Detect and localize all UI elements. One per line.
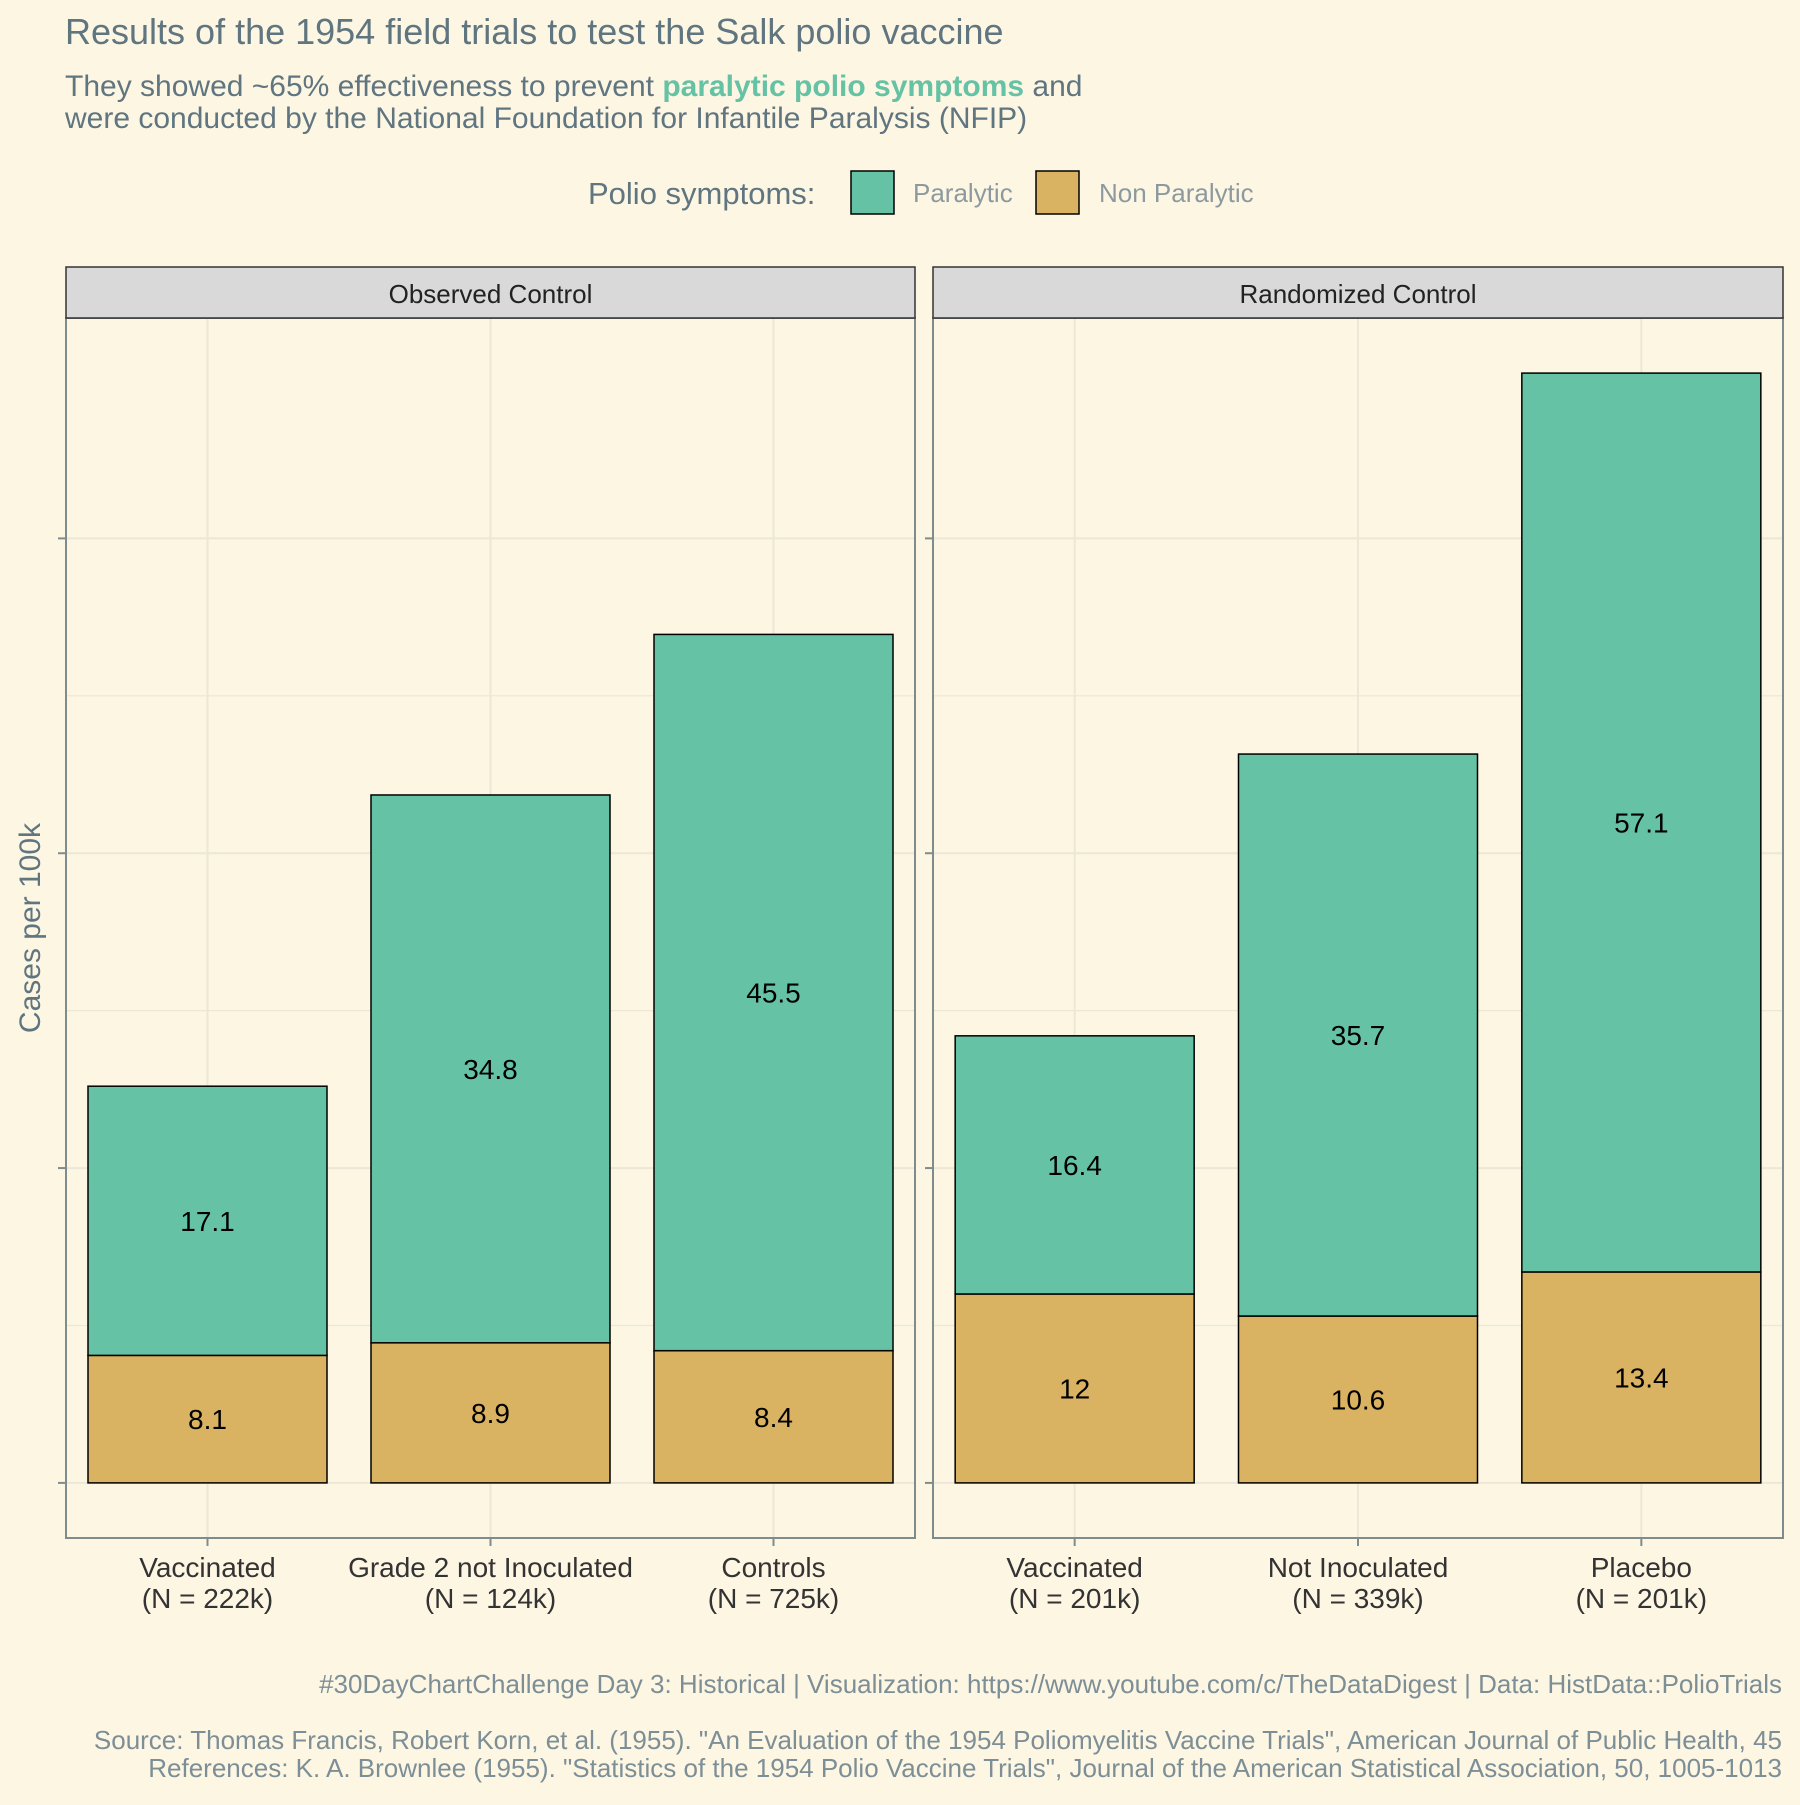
bar-segment <box>87 1085 328 1357</box>
x-tick-label: Not Inoculated <box>1268 1552 1449 1583</box>
facet-strip <box>65 266 916 319</box>
bar-value-label: 17.1 <box>180 1206 235 1237</box>
bar-segment <box>1521 372 1762 1273</box>
legend-label-paralytic: Paralytic <box>913 178 1013 208</box>
bar-value-label: 34.8 <box>463 1054 518 1085</box>
legend-key-non-paralytic <box>1035 170 1080 215</box>
caption-line1: #30DayChartChallenge Day 3: Historical |… <box>319 1669 1782 1699</box>
bar-segment <box>954 1293 1195 1484</box>
subtitle-text-pre: They showed ~65% effectiveness to preven… <box>65 70 662 103</box>
facet-strip-label: Observed Control <box>389 279 593 309</box>
x-tick-sublabel: (N = 222k) <box>142 1583 274 1614</box>
caption-line2: Source: Thomas Francis, Robert Korn, et … <box>94 1725 1782 1755</box>
legend-key-paralytic <box>850 170 895 215</box>
chart-subtitle-line2: were conducted by the National Foundatio… <box>64 102 1027 135</box>
facet-strip-label: Randomized Control <box>1239 279 1476 309</box>
bar-segment <box>1237 1315 1479 1484</box>
caption-line3: References: K. A. Brownlee (1955). "Stat… <box>148 1753 1782 1783</box>
subtitle-highlight: paralytic polio symptoms <box>662 70 1024 103</box>
x-tick-label: Placebo <box>1591 1552 1692 1583</box>
x-tick-sublabel: (N = 201k) <box>1009 1583 1141 1614</box>
subtitle-text-post: and <box>1024 70 1082 103</box>
x-tick-sublabel: (N = 339k) <box>1292 1583 1424 1614</box>
chart-title: Results of the 1954 field trials to test… <box>65 11 1004 52</box>
x-tick-label: Vaccinated <box>139 1552 275 1583</box>
legend-label-non-paralytic: Non Paralytic <box>1099 178 1254 208</box>
bar-segment <box>1521 1271 1762 1484</box>
bar-value-label: 8.9 <box>471 1398 510 1429</box>
bar-segment <box>1237 753 1479 1317</box>
x-tick-label: Vaccinated <box>1006 1552 1142 1583</box>
bar-segment <box>954 1035 1195 1295</box>
bar-value-label: 8.4 <box>754 1402 793 1433</box>
legend-title: Polio symptoms: <box>588 176 815 211</box>
bar-segment <box>653 1349 894 1484</box>
bar-segment <box>370 794 611 1344</box>
facet-panel-0: 8.1 17.1 Vaccinated(N = 222k) 8.9 34.8 Grade … <box>58 266 916 1614</box>
x-tick-sublabel: (N = 124k) <box>425 1583 557 1614</box>
bar-segment <box>370 1342 611 1484</box>
x-tick-label: Grade 2 not Inoculated <box>348 1552 633 1583</box>
legend: Polio symptoms: Paralytic Non Paralytic <box>588 170 1254 215</box>
bar-value-label: 35.7 <box>1331 1020 1386 1051</box>
facet-strip <box>932 266 1784 319</box>
y-axis-label: Cases per 100k <box>14 822 47 1033</box>
bar-segment <box>87 1354 328 1484</box>
bar-value-label: 13.4 <box>1614 1362 1669 1393</box>
x-tick-sublabel: (N = 201k) <box>1576 1583 1708 1614</box>
bar-value-label: 12 <box>1059 1373 1090 1404</box>
bar-value-label: 45.5 <box>746 978 801 1009</box>
bar-value-label: 16.4 <box>1047 1150 1102 1181</box>
bar-segment <box>653 633 894 1352</box>
bar-value-label: 8.1 <box>188 1404 227 1435</box>
caption: #30DayChartChallenge Day 3: Historical |… <box>94 1669 1782 1783</box>
x-tick-label: Controls <box>721 1552 825 1583</box>
bar-value-label: 10.6 <box>1331 1384 1386 1415</box>
x-tick-sublabel: (N = 725k) <box>708 1583 840 1614</box>
bar-value-label: 57.1 <box>1614 808 1669 839</box>
chart-subtitle-line1: They showed ~65% effectiveness to preven… <box>65 70 1082 103</box>
